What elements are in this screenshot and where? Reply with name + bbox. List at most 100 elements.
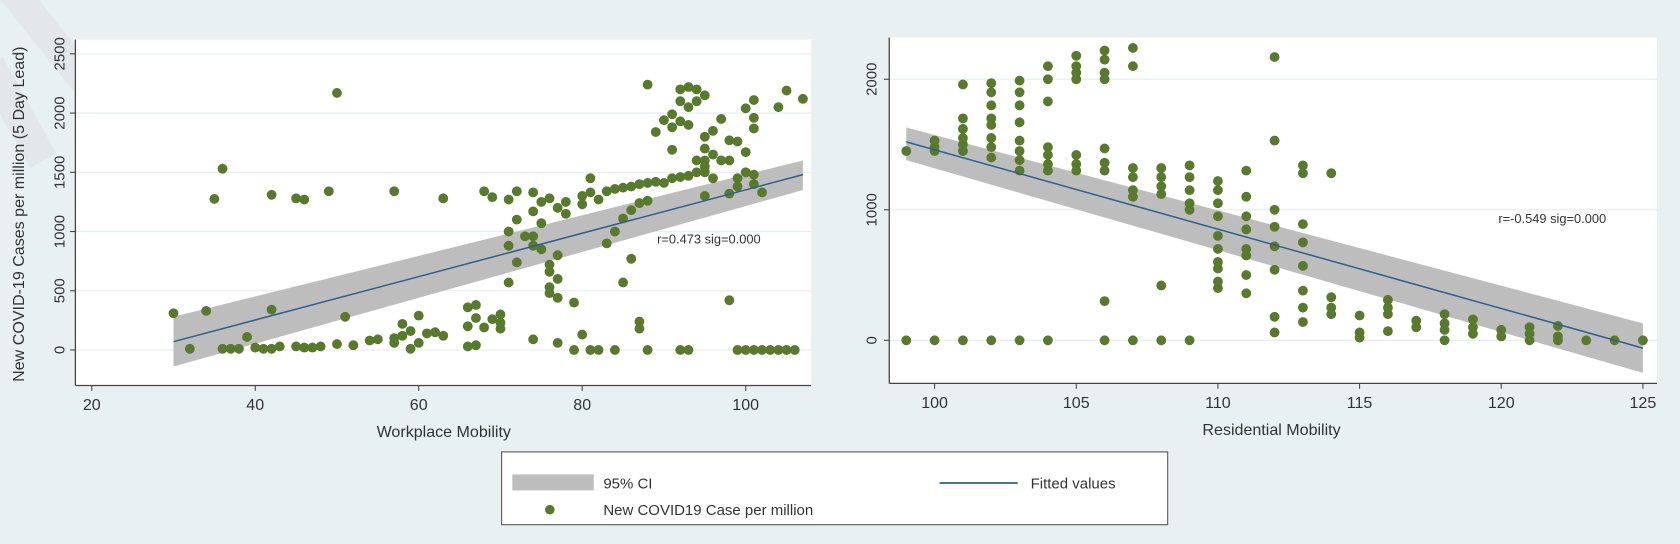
data-point <box>642 79 653 90</box>
data-point <box>1184 172 1195 183</box>
data-point <box>1042 335 1053 346</box>
data-point <box>552 250 563 261</box>
legend-ci-swatch <box>512 474 594 491</box>
data-point <box>601 186 612 197</box>
legend-box <box>501 451 1169 526</box>
data-point <box>389 333 400 344</box>
data-point <box>757 187 767 198</box>
data-point <box>1269 135 1280 146</box>
data-point <box>781 85 792 96</box>
data-point <box>1014 117 1025 128</box>
data-point <box>1127 191 1138 202</box>
data-point <box>797 93 808 104</box>
data-point <box>789 345 800 355</box>
data-point <box>462 321 473 332</box>
data-point <box>364 335 375 346</box>
data-point <box>462 341 473 352</box>
data-point <box>405 343 416 354</box>
data-point <box>1042 165 1053 176</box>
x-tick-label: 125 <box>1630 394 1657 412</box>
data-point <box>757 345 767 355</box>
data-point <box>201 305 212 316</box>
data-point <box>1326 168 1337 179</box>
data-point <box>536 244 547 255</box>
data-point <box>691 167 702 178</box>
x-axis-label-left: Workplace Mobility <box>377 423 511 441</box>
data-point <box>577 191 588 201</box>
data-point <box>1014 155 1025 166</box>
data-point <box>1156 163 1167 173</box>
data-point <box>765 345 776 355</box>
data-point <box>577 199 588 210</box>
x-tick-label: 120 <box>1488 394 1515 412</box>
data-point <box>691 155 702 166</box>
data-point <box>348 340 359 351</box>
data-point <box>487 192 498 203</box>
x-tick-label: 100 <box>921 394 948 412</box>
data-point <box>487 314 498 325</box>
data-point <box>209 194 220 204</box>
data-point <box>552 202 563 213</box>
chart-workplace: 0 500 1000 1500 2000 2500 20 40 60 80 100 <box>52 37 812 414</box>
data-point <box>266 304 277 315</box>
data-point <box>528 206 539 217</box>
data-point <box>1212 211 1223 222</box>
data-point <box>462 302 473 313</box>
data-point <box>609 345 620 355</box>
data-point <box>626 205 637 216</box>
data-point <box>495 309 506 320</box>
data-point <box>1212 230 1223 241</box>
data-point <box>1297 237 1308 248</box>
y-tick-label: 0 <box>52 346 69 354</box>
data-point <box>1269 311 1280 322</box>
data-point <box>1297 285 1308 296</box>
data-point <box>323 186 334 197</box>
data-point <box>732 345 743 355</box>
data-point <box>1439 309 1450 320</box>
legend-fit-label: Fitted values <box>1031 475 1116 492</box>
data-point <box>184 343 195 354</box>
data-point <box>1354 310 1365 321</box>
data-point <box>1354 332 1365 343</box>
data-point <box>1014 75 1025 86</box>
data-point <box>585 187 596 198</box>
x-tick-label: 105 <box>1063 394 1090 412</box>
x-tick-label: 60 <box>410 396 428 414</box>
data-point <box>577 329 588 340</box>
data-point <box>773 345 784 355</box>
data-point <box>1326 309 1337 320</box>
y-tick-label: 2000 <box>863 63 880 96</box>
data-point <box>307 342 318 353</box>
data-point <box>601 238 612 249</box>
data-point <box>299 342 310 353</box>
x-tick-label: 40 <box>246 396 264 414</box>
data-point <box>225 343 236 354</box>
data-point <box>675 84 686 95</box>
data-point <box>699 167 710 178</box>
data-point <box>1439 324 1450 335</box>
data-point <box>1269 264 1280 275</box>
data-point <box>389 186 400 197</box>
chart-residential: 0 1000 2000 100 105 110 115 120 125 <box>863 37 1658 412</box>
data-point <box>1439 335 1450 346</box>
data-point <box>405 326 416 336</box>
data-point <box>1269 221 1280 232</box>
data-point <box>560 208 571 219</box>
data-point <box>901 146 912 156</box>
data-point <box>1297 168 1308 179</box>
data-point <box>1382 309 1393 320</box>
data-point <box>683 119 694 130</box>
data-point <box>659 115 669 126</box>
correlation-annotation-right: r=-0.549 sig=0.000 <box>1498 211 1606 226</box>
data-point <box>691 84 702 95</box>
data-point <box>1382 294 1393 305</box>
data-point <box>618 182 629 193</box>
data-point <box>1297 302 1308 313</box>
data-point <box>544 193 555 204</box>
data-point <box>1127 172 1138 183</box>
data-point <box>503 240 514 251</box>
data-point <box>258 343 269 354</box>
data-point <box>748 345 759 355</box>
data-point <box>1042 96 1053 107</box>
data-point <box>1156 280 1167 291</box>
